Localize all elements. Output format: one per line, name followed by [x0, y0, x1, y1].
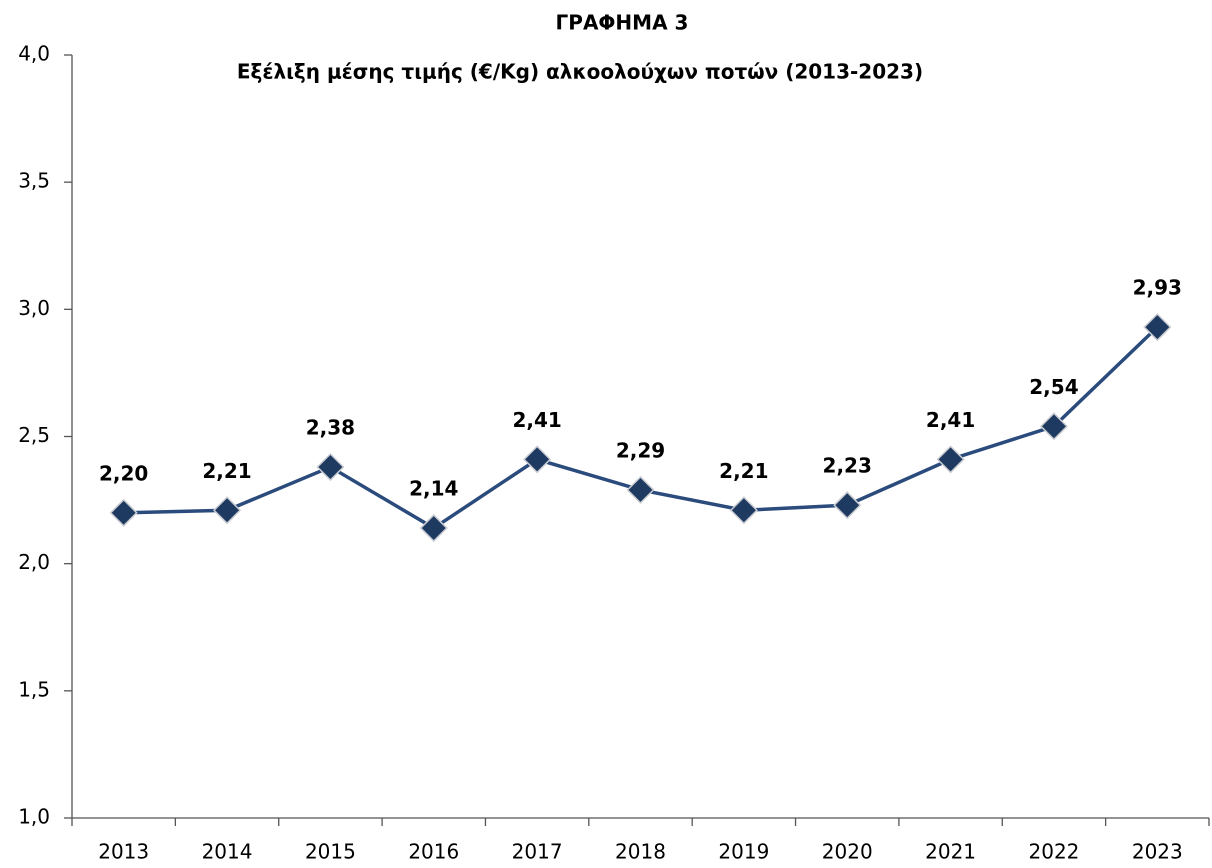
data-label: 2,29: [616, 438, 665, 462]
y-tick-label: 1,0: [18, 805, 50, 829]
y-tick-label: 3,0: [18, 296, 50, 320]
x-tick-label: 2014: [202, 840, 253, 864]
marker: [833, 491, 862, 520]
data-label: 2,38: [306, 416, 355, 440]
marker: [419, 513, 448, 543]
marker: [212, 496, 242, 525]
y-tick-label: 1,5: [18, 677, 50, 701]
marker: [626, 475, 655, 504]
x-tick-label: 2021: [925, 840, 976, 864]
chart-title: ΓΡΑΦΗΜΑ 3: [556, 11, 689, 35]
data-label: 2,14: [409, 477, 458, 501]
x-tick-label: 2018: [615, 840, 666, 864]
data-label: 2,41: [512, 408, 561, 432]
marker: [109, 498, 138, 527]
marker: [316, 452, 345, 482]
x-tick-label: 2023: [1132, 840, 1183, 864]
data-label: 2,93: [1133, 276, 1182, 300]
data-label: 2,21: [202, 459, 251, 483]
data-label: 2,21: [719, 459, 768, 483]
marker: [1143, 313, 1172, 342]
y-tick-label: 2,0: [18, 550, 50, 574]
data-label: 2,23: [823, 454, 872, 478]
y-tick-label: 3,5: [18, 169, 50, 193]
marker: [729, 496, 758, 525]
data-label: 2,41: [926, 408, 975, 432]
data-label: 2,54: [1029, 375, 1078, 399]
x-tick-label: 2022: [1029, 840, 1080, 864]
marker: [1039, 412, 1069, 441]
x-tick-label: 2013: [98, 840, 149, 864]
marker: [523, 445, 552, 474]
data-label: 2,20: [99, 461, 148, 485]
y-tick-label: 4,0: [18, 42, 50, 66]
x-tick-label: 2016: [408, 840, 459, 864]
marker: [936, 445, 965, 474]
x-tick-label: 2019: [718, 840, 769, 864]
x-tick-label: 2017: [512, 840, 563, 864]
x-tick-label: 2020: [822, 840, 873, 864]
chart-subtitle: Εξέλιξη μέσης τιμής (€/Kg) αλκοολούχων π…: [237, 60, 923, 84]
x-tick-label: 2015: [305, 840, 356, 864]
y-tick-label: 2,5: [18, 423, 50, 447]
